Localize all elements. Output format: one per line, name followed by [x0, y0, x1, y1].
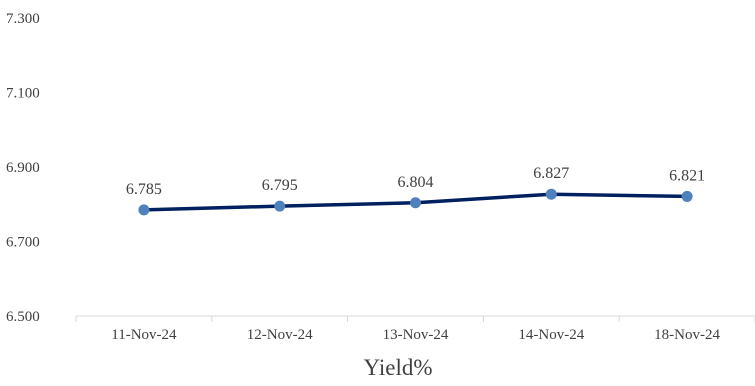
data-point	[410, 197, 421, 209]
x-tick-label: 18-Nov-24	[654, 327, 720, 343]
series-layer	[138, 188, 693, 216]
y-tick-label: 6.900	[6, 160, 40, 176]
data-point	[681, 190, 693, 202]
x-axis-ticks: 11-Nov-24 12-Nov-24 13-Nov-24 14-Nov-24 18-N…	[111, 327, 720, 343]
y-axis-ticks: 6.500 6.700 6.900 7.100 7.300	[6, 11, 40, 325]
y-tick-label: 6.700	[6, 235, 40, 251]
data-label: 6.785	[126, 181, 162, 198]
data-point	[138, 204, 150, 216]
x-tick-label: 12-Nov-24	[247, 327, 313, 343]
x-tick-label: 13-Nov-24	[383, 327, 449, 343]
x-tick-label: 11-Nov-24	[111, 327, 177, 343]
y-tick-label: 7.300	[6, 11, 40, 27]
y-tick-label: 7.100	[6, 86, 40, 102]
y-tick-label: 6.500	[6, 309, 40, 325]
x-axis-title: Yield%	[364, 355, 433, 380]
data-label: 6.821	[669, 167, 705, 184]
data-labels: 6.785 6.795 6.804 6.827 6.821	[126, 165, 705, 198]
data-label: 6.827	[533, 165, 569, 182]
data-point	[545, 188, 557, 200]
x-tick-label: 14-Nov-24	[518, 327, 584, 343]
data-point	[274, 200, 286, 212]
data-label: 6.795	[262, 177, 298, 194]
data-label: 6.804	[398, 174, 434, 191]
x-axis	[75, 315, 755, 322]
